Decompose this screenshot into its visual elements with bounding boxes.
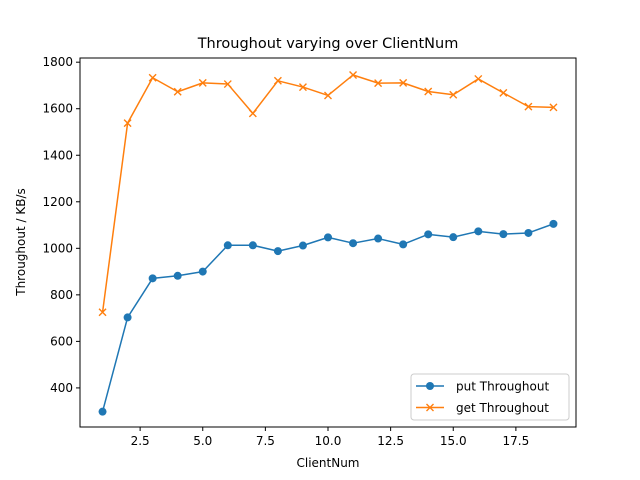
data-point xyxy=(324,233,332,242)
data-point xyxy=(499,230,508,239)
data-point xyxy=(499,88,508,97)
data-point xyxy=(474,74,483,83)
data-point xyxy=(324,91,332,100)
data-point xyxy=(349,239,358,248)
data-point xyxy=(399,78,408,87)
chart-title: Throughout varying over ClientNum xyxy=(197,36,459,52)
x-axis: 2.5 5.0 7.5 10.0 12.5 15.0 17.5 xyxy=(131,427,530,448)
legend: put Throughout get Throughout xyxy=(410,373,570,421)
series-get-throughout xyxy=(98,70,558,317)
y-tick-label: 800 xyxy=(50,288,73,302)
data-point xyxy=(349,70,358,79)
y-tick-label: 1600 xyxy=(42,102,73,116)
data-point xyxy=(399,240,408,249)
data-point xyxy=(248,241,257,250)
x-tick-label: 15.0 xyxy=(440,434,467,448)
y-tick-label: 1400 xyxy=(42,148,73,162)
y-tick-label: 600 xyxy=(50,334,73,348)
x-tick-label: 2.5 xyxy=(131,434,150,448)
data-point xyxy=(424,87,433,96)
x-tick-label: 17.5 xyxy=(503,434,530,448)
data-point xyxy=(148,73,157,82)
legend-entry: put Throughout xyxy=(416,380,549,394)
data-point xyxy=(123,119,132,128)
data-point xyxy=(273,76,282,85)
y-axis: 400 600 800 1000 1200 1400 1600 1800 xyxy=(42,55,80,395)
legend-marker xyxy=(426,382,434,390)
data-point xyxy=(223,241,232,250)
data-point xyxy=(449,90,458,99)
data-point xyxy=(298,83,307,92)
legend-label: get Throughout xyxy=(456,401,549,415)
x-tick-label: 7.5 xyxy=(256,434,275,448)
y-tick-label: 400 xyxy=(50,381,73,395)
x-tick-label: 5.0 xyxy=(193,434,212,448)
data-point xyxy=(198,267,207,276)
data-point xyxy=(98,407,107,416)
data-point xyxy=(549,103,558,112)
x-tick-label: 12.5 xyxy=(377,434,404,448)
legend-entry: get Throughout xyxy=(416,401,549,415)
data-point xyxy=(123,313,132,322)
data-point xyxy=(173,271,182,280)
series-put-throughout xyxy=(98,219,558,416)
data-point xyxy=(198,78,207,87)
data-point xyxy=(549,219,558,228)
y-tick-label: 1800 xyxy=(42,55,73,69)
plot-area xyxy=(98,70,558,416)
data-point xyxy=(449,233,458,242)
legend-box xyxy=(410,373,570,421)
data-point xyxy=(424,230,433,239)
legend-label: put Throughout xyxy=(456,380,549,394)
data-point xyxy=(474,227,483,236)
y-tick-label: 1000 xyxy=(42,241,73,255)
data-point xyxy=(524,102,533,111)
y-tick-label: 1200 xyxy=(42,195,73,209)
data-point xyxy=(273,247,282,256)
data-point xyxy=(248,109,257,118)
data-point xyxy=(374,79,383,88)
data-point xyxy=(98,308,107,317)
legend-marker xyxy=(426,403,434,412)
data-point xyxy=(223,80,232,89)
data-point xyxy=(298,241,307,250)
y-axis-label: Throughout / KB/s xyxy=(14,188,28,297)
plot-frame xyxy=(79,57,577,428)
x-tick-label: 10.0 xyxy=(315,434,342,448)
data-point xyxy=(173,87,182,96)
x-axis-label: ClientNum xyxy=(296,456,359,470)
data-point xyxy=(374,234,383,243)
data-point xyxy=(524,228,533,237)
data-point xyxy=(148,274,157,283)
